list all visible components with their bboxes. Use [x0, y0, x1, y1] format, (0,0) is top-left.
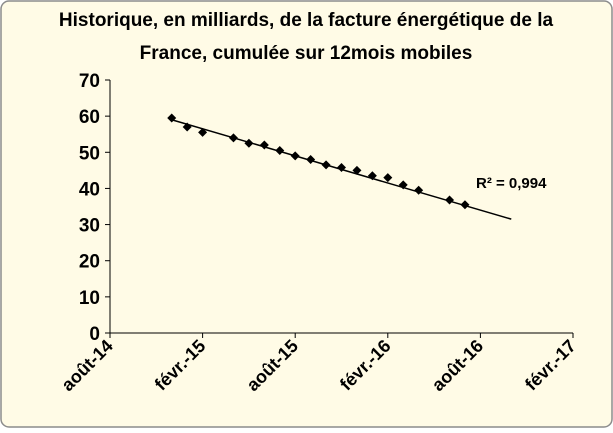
point: [337, 162, 346, 172]
y-tick-label: 50: [79, 143, 100, 164]
y-tick-label: 60: [79, 107, 100, 128]
point: [460, 200, 470, 210]
point: [383, 173, 393, 183]
point: [167, 113, 177, 123]
point: [275, 145, 285, 155]
point: [414, 185, 424, 195]
point: [445, 195, 455, 205]
point: [290, 151, 300, 161]
chart-title: France, cumulée sur 12mois mobiles: [140, 43, 473, 64]
y-tick-label: 40: [79, 179, 100, 200]
y-tick-label: 20: [79, 252, 100, 273]
y-tick-label: 30: [79, 216, 100, 237]
point: [398, 180, 408, 190]
point: [352, 165, 362, 175]
y-tick-label: 0: [89, 324, 100, 345]
point: [182, 122, 192, 132]
chart-title: Historique, en milliards, de la facture …: [59, 10, 554, 31]
point: [321, 160, 331, 170]
point: [228, 133, 238, 143]
point: [306, 155, 316, 165]
annotation: R² = 0,994: [476, 175, 547, 192]
point: [367, 171, 377, 181]
point: [259, 140, 269, 150]
y-tick-label: 70: [79, 71, 100, 92]
point: [244, 138, 254, 148]
point: [198, 127, 208, 137]
y-tick-label: 10: [79, 288, 100, 309]
